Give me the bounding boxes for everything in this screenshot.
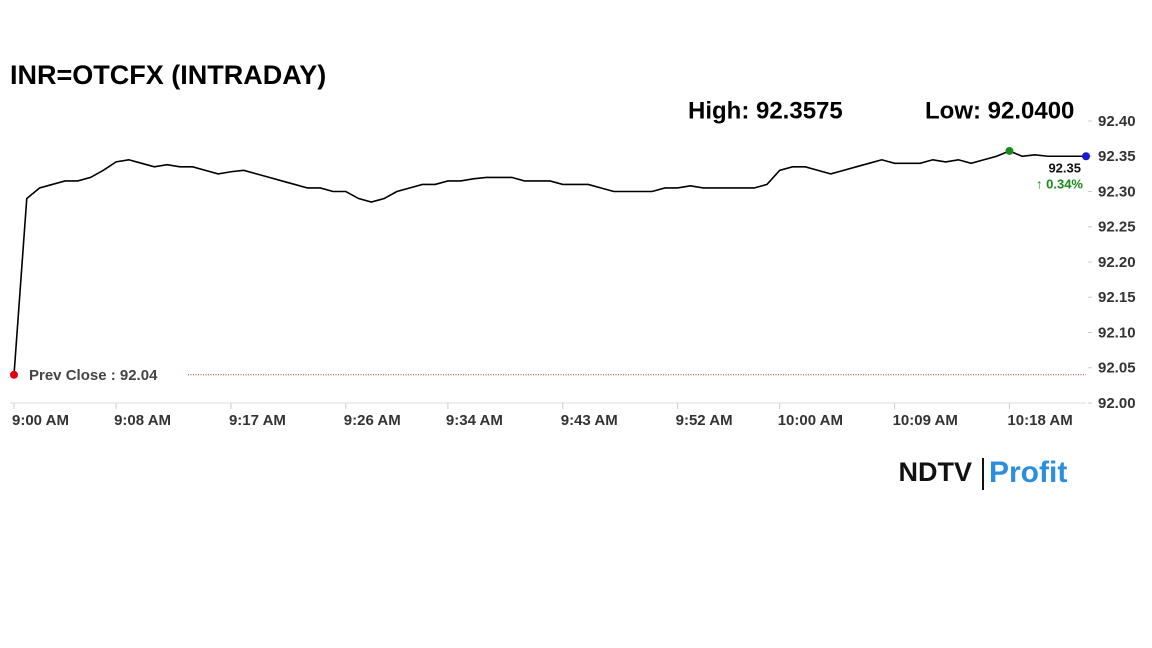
x-tick-label: 9:26 AM bbox=[344, 412, 401, 429]
y-tick-label: 92.35 bbox=[1098, 148, 1136, 165]
high-dot bbox=[1005, 146, 1014, 155]
x-tick-label: 9:00 AM bbox=[12, 412, 69, 429]
x-tick-label: 10:09 AM bbox=[893, 412, 958, 429]
y-tick-label: 92.40 bbox=[1098, 113, 1136, 130]
y-tick-label: 92.30 bbox=[1098, 183, 1136, 200]
brand-profit: Profit bbox=[989, 456, 1067, 489]
change-label: ↑ 0.34% bbox=[1036, 177, 1083, 192]
y-tick-label: 92.25 bbox=[1098, 219, 1136, 236]
x-tick-label: 9:17 AM bbox=[229, 412, 286, 429]
y-tick-label: 92.15 bbox=[1098, 289, 1136, 306]
x-tick-label: 10:18 AM bbox=[1007, 412, 1072, 429]
last-value-label: 92.35 bbox=[1048, 161, 1081, 176]
chart-title: INR=OTCFX (INTRADAY) bbox=[10, 60, 326, 90]
x-tick-label: 9:43 AM bbox=[561, 412, 618, 429]
price-line bbox=[13, 150, 1086, 375]
last-dot bbox=[1082, 152, 1090, 161]
x-tick-label: 9:52 AM bbox=[676, 412, 733, 429]
x-tick-label: 9:34 AM bbox=[446, 412, 503, 429]
low-label: Low: 92.0400 bbox=[925, 97, 1074, 124]
high-label: High: 92.3575 bbox=[688, 97, 843, 124]
y-tick-label: 92.20 bbox=[1098, 254, 1136, 271]
x-tick-label: 9:08 AM bbox=[114, 412, 171, 429]
y-tick-label: 92.00 bbox=[1098, 395, 1136, 412]
y-tick-label: 92.05 bbox=[1098, 360, 1136, 377]
x-tick-label: 10:00 AM bbox=[778, 412, 843, 429]
brand-ndtv: NDTV bbox=[899, 457, 973, 487]
start-dot bbox=[10, 370, 18, 379]
y-tick-label: 92.10 bbox=[1098, 324, 1136, 341]
prev-close-label: Prev Close : 92.04 bbox=[29, 367, 158, 384]
